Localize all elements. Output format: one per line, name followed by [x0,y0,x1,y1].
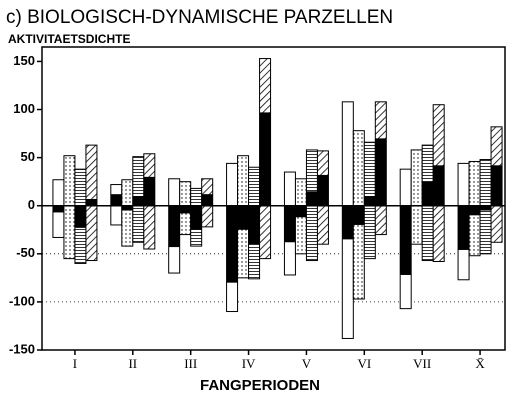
bar [110,205,123,226]
x-tick-label: V [302,356,312,371]
bar [352,130,365,207]
bar [363,205,376,260]
bar [294,178,307,207]
bar [283,171,296,207]
y-tick-label: -150 [9,341,35,356]
bar [85,144,98,207]
bar [121,179,134,207]
bar [490,205,503,243]
net-bar [168,205,180,248]
bar [201,205,214,228]
bar [421,205,434,262]
bar [226,162,239,207]
net-bar [306,191,318,206]
net-bar [353,205,365,225]
bar [479,159,492,207]
bar [132,205,145,243]
bar [374,205,387,236]
plot-frame [41,46,506,351]
bar [341,101,354,207]
net-bar [364,196,376,206]
net-bar [52,205,64,213]
net-bar [226,205,238,283]
net-bar [422,181,434,206]
bar [316,205,329,245]
y-tick-label: 0 [28,197,35,212]
bar [237,155,250,207]
bar [85,205,98,262]
bar [457,162,470,207]
net-bar [248,205,260,245]
net-bar [74,205,86,228]
bar [190,187,203,207]
bar [410,205,423,245]
bar [63,155,76,207]
net-bar [469,205,481,216]
net-bar [190,205,202,230]
x-tick-label: III [184,356,197,371]
net-bar [342,205,354,240]
bar [479,205,492,255]
bar [305,205,318,262]
net-bar [110,194,122,206]
net-bar [284,205,296,243]
y-tick-label: 100 [13,101,35,116]
net-bar [179,205,191,214]
x-axis-label: FANGPERIODEN [200,377,320,394]
bar [399,168,412,207]
bar [74,168,87,207]
x-tick-label: II [128,356,137,371]
net-bar [132,196,144,206]
chart-title: c) BIOLOGISCH-DYNAMISCHE PARZELLEN [6,7,393,28]
y-tick-label: -100 [9,293,35,308]
y-axis-label: AKTIVITAETSDICHTE [8,32,130,46]
bar [143,205,156,250]
net-bar [433,165,445,206]
net-bar [237,205,249,230]
x-tick-label: VI [357,356,371,371]
net-bar [259,112,271,206]
bar [52,179,65,207]
net-bar [375,138,387,206]
y-tick-label: 150 [13,53,35,68]
bar [63,205,76,260]
bar [259,205,272,260]
bar [121,205,134,247]
bar [432,205,445,263]
net-bar [143,176,155,206]
bar [410,149,423,207]
x-tick-label: X̄ [475,356,485,371]
net-bar [295,205,307,218]
x-tick-label: I [73,356,77,371]
net-bar [317,174,329,206]
x-tick-label: VII [413,356,431,371]
bar [168,178,181,207]
net-bar [121,205,133,211]
net-bar [491,165,503,206]
y-tick-label: 50 [21,149,35,164]
net-bar [85,198,97,206]
bar [248,166,261,207]
bar [468,160,481,207]
net-bar [480,205,492,211]
net-bar [458,205,470,250]
x-tick-label: IV [242,356,256,371]
bar [179,181,192,207]
net-bar [400,205,412,275]
y-tick-label: -50 [16,245,35,260]
net-bar [201,194,213,206]
